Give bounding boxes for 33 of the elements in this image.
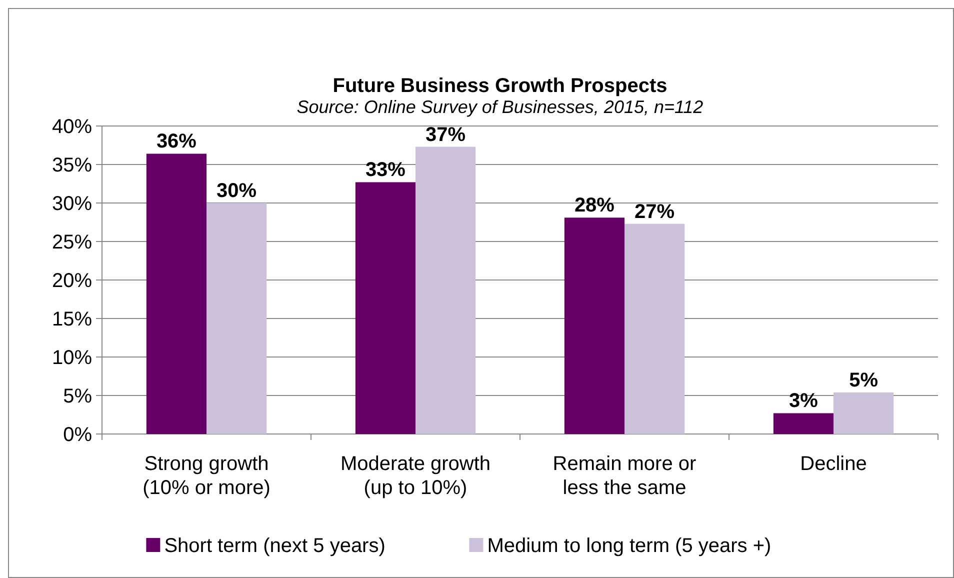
x-tick-label: Moderate growth (up to 10%) — [340, 453, 491, 499]
data-label: 37% — [426, 124, 466, 146]
bar — [624, 224, 685, 434]
y-tick-label: 30% — [52, 193, 92, 215]
chart-title: Future Business Growth Prospects — [332, 75, 668, 97]
y-tick-label: 0% — [63, 424, 92, 446]
x-tick-label: Strong growth (10% or more) — [142, 453, 270, 499]
data-label: 28% — [574, 194, 615, 217]
data-label: 30% — [216, 180, 257, 202]
y-tick-label: 25% — [52, 232, 92, 254]
bar — [416, 146, 476, 434]
y-tick-label: 40% — [52, 116, 92, 138]
data-label: 27% — [634, 200, 675, 223]
x-tick-label: Decline — [800, 453, 867, 475]
data-label: 3% — [789, 390, 818, 412]
data-label: 33% — [365, 159, 406, 182]
legend-label: Short term (next 5 years) — [164, 535, 386, 557]
y-tick-label: 5% — [63, 386, 92, 408]
bar — [834, 392, 894, 434]
y-tick-label: 20% — [52, 270, 92, 292]
bar — [564, 218, 624, 434]
y-tick-label: 10% — [52, 347, 92, 369]
data-label: 5% — [849, 369, 878, 392]
y-tick-label: 15% — [52, 308, 92, 330]
bar — [146, 154, 206, 434]
x-tick-label: Remain more or less the same — [552, 453, 697, 499]
bar — [355, 182, 416, 434]
data-label: 36% — [156, 130, 197, 153]
legend-label: Medium to long term (5 years +) — [487, 535, 772, 557]
y-tick-label: 35% — [52, 154, 92, 176]
chart-subtitle: Source: Online Survey of Businesses, 2015, n=112 — [296, 97, 704, 117]
bar — [773, 413, 834, 434]
bar — [206, 203, 267, 434]
